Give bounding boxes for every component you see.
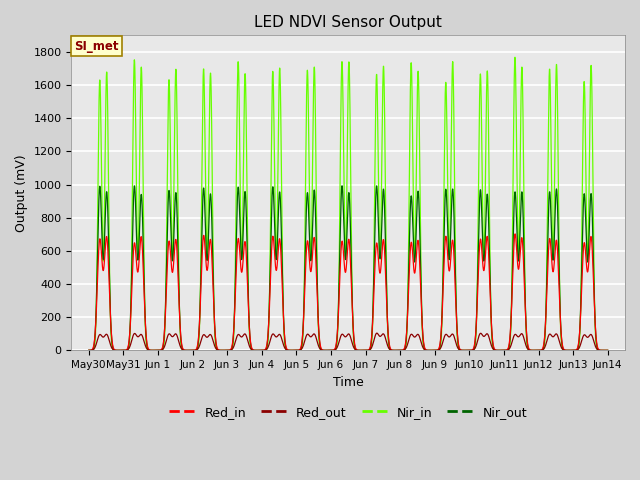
Text: SI_met: SI_met	[74, 39, 118, 52]
Title: LED NDVI Sensor Output: LED NDVI Sensor Output	[254, 15, 442, 30]
Y-axis label: Output (mV): Output (mV)	[15, 154, 28, 232]
X-axis label: Time: Time	[333, 376, 364, 389]
Legend: Red_in, Red_out, Nir_in, Nir_out: Red_in, Red_out, Nir_in, Nir_out	[164, 401, 532, 424]
